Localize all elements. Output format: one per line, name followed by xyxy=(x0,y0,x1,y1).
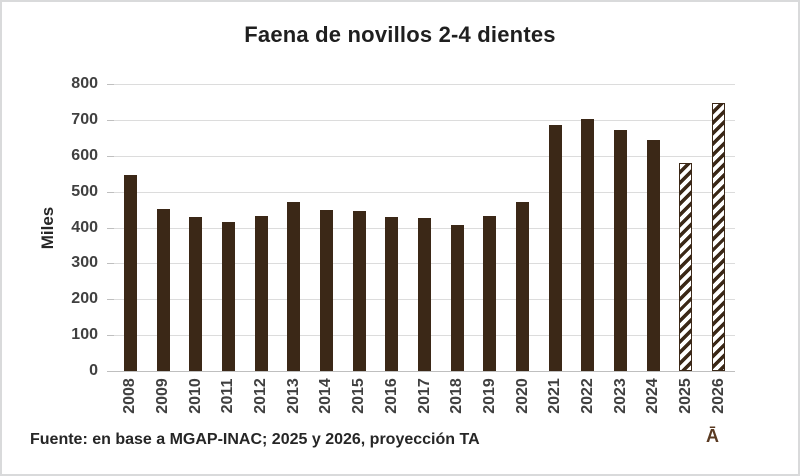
y-tick-mark-600 xyxy=(107,156,114,157)
x-tick-label-2026: 2026 xyxy=(710,378,727,414)
x-tick-label-2025: 2025 xyxy=(677,378,694,414)
y-tick-mark-800 xyxy=(107,84,114,85)
x-tick-label-2016: 2016 xyxy=(383,378,400,414)
bar-2009[interactable] xyxy=(157,209,170,371)
y-tick-mark-700 xyxy=(107,120,114,121)
x-axis-line xyxy=(114,371,735,372)
y-tick-label-400: 400 xyxy=(71,219,98,236)
x-tick-label-2011: 2011 xyxy=(219,378,236,414)
bar-2022[interactable] xyxy=(581,119,594,371)
x-tick-label-2020: 2020 xyxy=(514,378,531,414)
plot-area: 0 100 200 300 400 500 600 700 800 2008 2009 2010 201… xyxy=(71,76,735,414)
x-tick-label-2008: 2008 xyxy=(121,378,138,414)
y-tick-mark-100 xyxy=(107,335,114,336)
x-tick-label-2021: 2021 xyxy=(546,378,563,414)
gridline-800 xyxy=(114,84,735,85)
y-tick-label-700: 700 xyxy=(71,111,98,128)
bar-2014[interactable] xyxy=(320,210,333,371)
y-tick-mark-500 xyxy=(107,192,114,193)
bar-2023[interactable] xyxy=(614,130,627,371)
y-tick-mark-200 xyxy=(107,299,114,300)
bar-2011[interactable] xyxy=(222,222,235,371)
x-tick-label-2010: 2010 xyxy=(187,378,204,414)
bar-2016[interactable] xyxy=(385,217,398,371)
x-tick-label-2023: 2023 xyxy=(612,378,629,414)
bar-2017[interactable] xyxy=(418,218,431,371)
y-tick-label-500: 500 xyxy=(71,183,98,200)
y-tick-label-200: 200 xyxy=(71,290,98,307)
chart-title: Faena de novillos 2-4 dientes xyxy=(244,22,556,47)
bar-2015[interactable] xyxy=(353,211,366,371)
source-note: Fuente: en base a MGAP-INAC; 2025 y 2026… xyxy=(30,431,480,448)
bar-2013[interactable] xyxy=(287,202,300,371)
bar-2010[interactable] xyxy=(189,217,202,371)
x-tick-label-2019: 2019 xyxy=(481,378,498,414)
bar-2020[interactable] xyxy=(516,202,529,371)
bar-2025[interactable] xyxy=(679,163,692,371)
y-tick-mark-400 xyxy=(107,228,114,229)
gridline-600 xyxy=(114,156,735,157)
x-tick-label-2024: 2024 xyxy=(644,378,661,414)
x-tick-label-2018: 2018 xyxy=(448,378,465,414)
x-tick-label-2013: 2013 xyxy=(285,378,302,414)
x-tick-label-2009: 2009 xyxy=(154,378,171,414)
x-tick-label-2017: 2017 xyxy=(416,378,433,414)
y-tick-mark-300 xyxy=(107,263,114,264)
y-tick-label-0: 0 xyxy=(89,362,98,379)
x-tick-label-2012: 2012 xyxy=(252,378,269,414)
bar-2024[interactable] xyxy=(647,140,660,371)
x-tick-label-2022: 2022 xyxy=(579,378,596,414)
bar-2019[interactable] xyxy=(483,216,496,371)
watermark-glyph: Ā xyxy=(706,426,719,446)
bar-2012[interactable] xyxy=(255,216,268,371)
y-tick-label-800: 800 xyxy=(71,75,98,92)
bar-2008[interactable] xyxy=(124,175,137,371)
gridline-700 xyxy=(114,120,735,121)
x-tick-label-2014: 2014 xyxy=(317,378,334,414)
bar-2026[interactable] xyxy=(712,103,725,371)
y-tick-mark-0 xyxy=(107,371,114,372)
bar-2021[interactable] xyxy=(549,125,562,371)
x-tick-label-2015: 2015 xyxy=(350,378,367,414)
y-tick-label-600: 600 xyxy=(71,147,98,164)
gridline-500 xyxy=(114,192,735,193)
y-tick-label-100: 100 xyxy=(71,326,98,343)
y-tick-label-300: 300 xyxy=(71,254,98,271)
bar-2018[interactable] xyxy=(451,225,464,371)
